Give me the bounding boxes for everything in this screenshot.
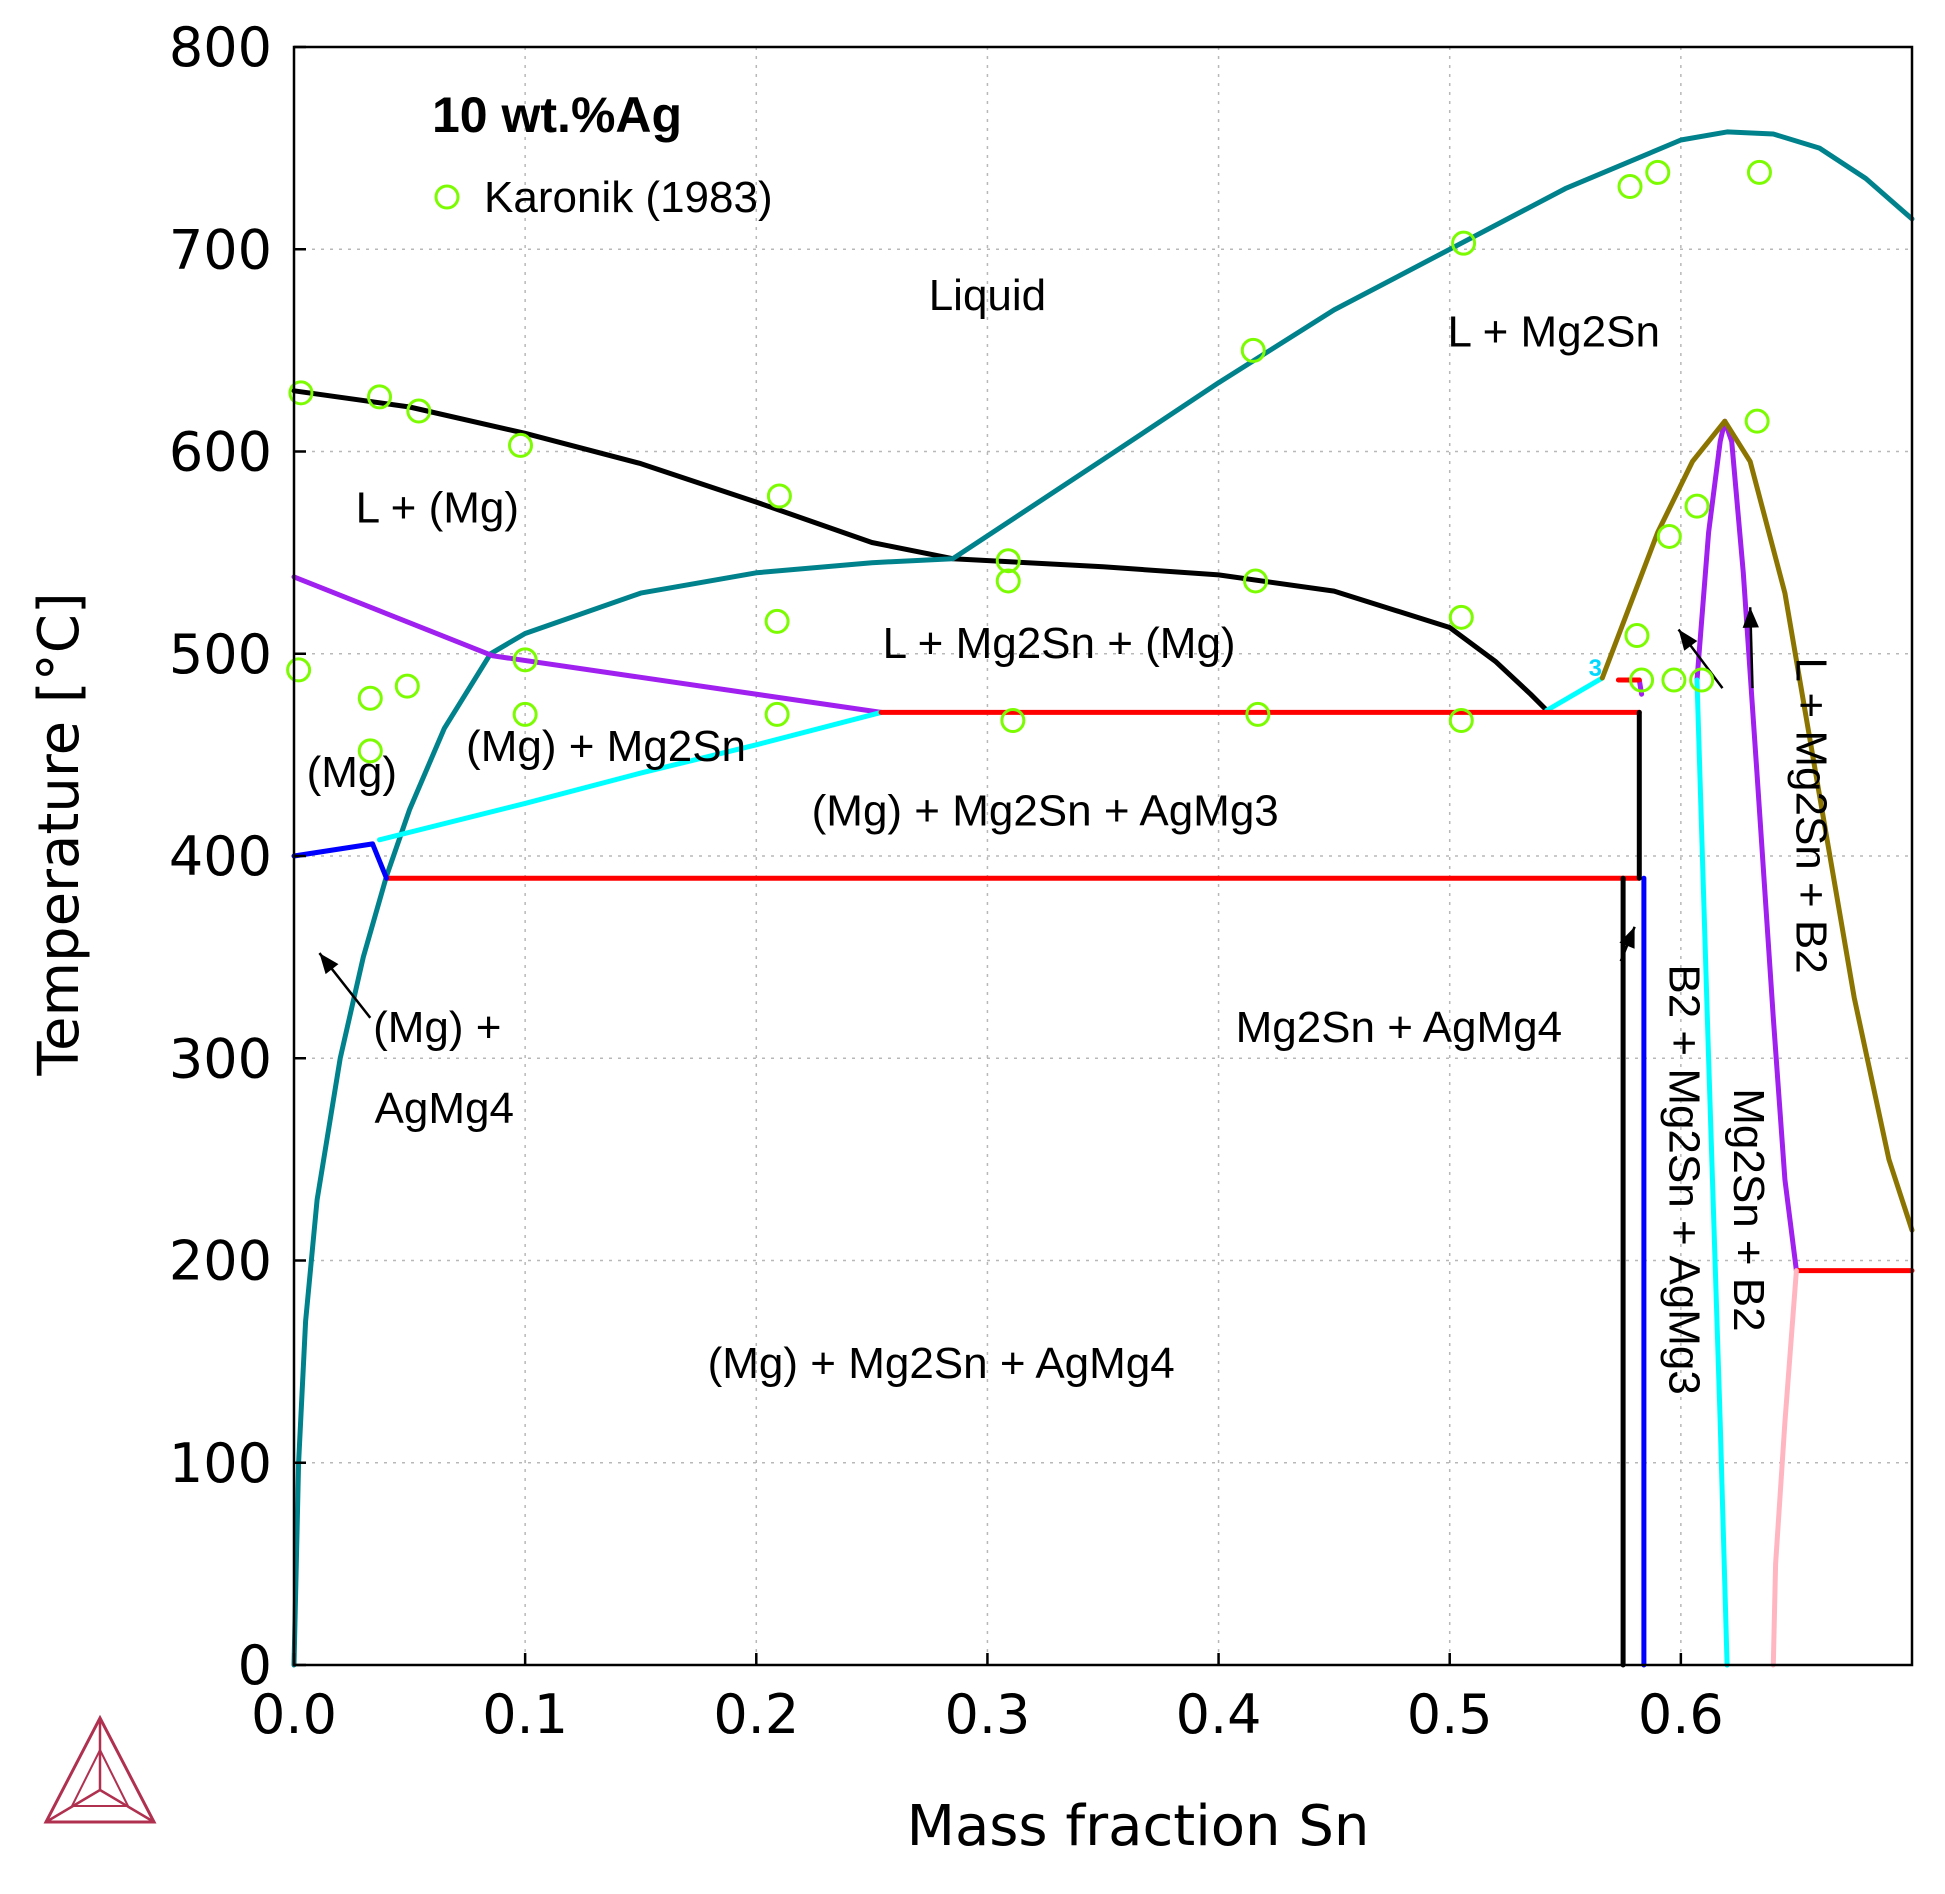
data-point bbox=[1448, 604, 1474, 630]
phase-boundary-line bbox=[1694, 677, 1730, 1668]
y-tick-label: 0 bbox=[238, 1634, 272, 1697]
data-point bbox=[1624, 623, 1650, 649]
x-tick-label: 0.3 bbox=[944, 1683, 1030, 1746]
phase-boundary-line bbox=[950, 129, 1915, 562]
phase-boundary-line bbox=[1694, 418, 1799, 1274]
y-tick-label: 200 bbox=[169, 1230, 272, 1293]
phase-boundary-line bbox=[291, 388, 1550, 713]
data-point bbox=[995, 568, 1021, 594]
phase-boundary-line bbox=[291, 556, 956, 1668]
experimental-points bbox=[286, 159, 1772, 764]
region-label-rotated: B2 + Mg2Sn + AgMg3 bbox=[1659, 964, 1708, 1395]
region-label: (Mg) + Mg2Sn + AgMg4 bbox=[708, 1339, 1175, 1388]
data-point bbox=[286, 657, 312, 683]
data-point bbox=[1746, 159, 1772, 185]
arrow-head-icon bbox=[1619, 926, 1635, 949]
arrow-head-icon bbox=[319, 953, 339, 975]
data-point bbox=[1689, 667, 1715, 693]
phase-boundary-line bbox=[377, 709, 884, 843]
data-point bbox=[1617, 174, 1643, 200]
data-point bbox=[764, 701, 790, 727]
data-point bbox=[512, 647, 538, 673]
x-tick-label: 0.2 bbox=[713, 1683, 799, 1746]
data-point bbox=[394, 673, 420, 699]
phase-boundary-line bbox=[291, 841, 389, 881]
data-point bbox=[1451, 230, 1477, 256]
thermo-calc-logo-icon bbox=[43, 1714, 157, 1824]
data-point bbox=[406, 398, 432, 424]
region-label: (Mg) + Mg2Sn + AgMg3 bbox=[812, 787, 1279, 836]
y-tick-label: 700 bbox=[169, 218, 272, 281]
data-point bbox=[1240, 337, 1266, 363]
data-point bbox=[1243, 568, 1269, 594]
y-tick-label: 100 bbox=[169, 1432, 272, 1495]
axis-ticks: 0.0 0.1 0.2 0.3 0.4 0.5 0.6 0 100 200 300 400 500 600… bbox=[169, 16, 1724, 1746]
legend-marker bbox=[434, 184, 460, 210]
data-point bbox=[1656, 523, 1682, 549]
arrow-head-icon bbox=[1678, 629, 1698, 651]
region-label: L + Mg2Sn + (Mg) bbox=[883, 619, 1236, 668]
data-point bbox=[1661, 667, 1687, 693]
phase-boundary-line bbox=[1544, 675, 1605, 713]
data-point bbox=[766, 483, 792, 509]
y-axis-title: Temperature [°C] bbox=[27, 592, 92, 1076]
data-point bbox=[512, 701, 538, 727]
y-tick-label: 800 bbox=[169, 16, 272, 79]
y-tick-label: 500 bbox=[169, 623, 272, 686]
region-label: L + (Mg) bbox=[356, 483, 519, 532]
x-axis-title: Mass fraction Sn bbox=[907, 1794, 1370, 1859]
x-tick-label: 0.5 bbox=[1407, 1683, 1493, 1746]
region-label: (Mg) + bbox=[373, 1003, 501, 1052]
region-label: AgMg4 bbox=[375, 1084, 514, 1133]
data-point bbox=[1245, 701, 1271, 727]
region-labels: Liquid L + Mg2Sn L + (Mg) L + Mg2Sn + (Mg) (… bbox=[307, 271, 1836, 1395]
plot-frame bbox=[292, 45, 1914, 1667]
legend-title: 10 wt.%Ag bbox=[432, 87, 682, 143]
region-label: 3 bbox=[1589, 655, 1602, 682]
region-label: Liquid bbox=[929, 271, 1046, 320]
data-point bbox=[1448, 707, 1474, 733]
data-point bbox=[508, 432, 534, 458]
phase-boundary-line bbox=[291, 574, 884, 715]
x-tick-label: 0.1 bbox=[482, 1683, 568, 1746]
y-tick-label: 600 bbox=[169, 421, 272, 484]
region-label-rotated: L + Mg2Sn + B2 bbox=[1786, 657, 1835, 973]
region-label: Mg2Sn + AgMg4 bbox=[1236, 1003, 1563, 1052]
arrow-head-icon bbox=[1742, 607, 1759, 628]
phase-boundaries bbox=[291, 129, 1915, 1668]
data-point bbox=[1645, 159, 1671, 185]
data-point bbox=[1000, 707, 1026, 733]
region-label: (Mg) bbox=[307, 748, 397, 797]
gridlines bbox=[293, 46, 1912, 1666]
data-point bbox=[1629, 667, 1655, 693]
y-tick-label: 300 bbox=[169, 1027, 272, 1090]
x-tick-label: 0.4 bbox=[1176, 1683, 1262, 1746]
data-point bbox=[357, 738, 383, 764]
phase-boundary-line bbox=[1599, 418, 1915, 1233]
data-point bbox=[1684, 493, 1710, 519]
x-tick-label: 0.6 bbox=[1638, 1683, 1724, 1746]
data-point bbox=[1744, 408, 1770, 434]
phase-boundary-line bbox=[1770, 1268, 1799, 1668]
data-point bbox=[995, 548, 1021, 574]
region-label-rotated: Mg2Sn + B2 bbox=[1724, 1088, 1773, 1331]
legend-entry: Karonik (1983) bbox=[484, 173, 773, 222]
data-point bbox=[367, 384, 393, 410]
region-label: L + Mg2Sn bbox=[1448, 307, 1660, 356]
region-label: (Mg) + Mg2Sn bbox=[466, 722, 746, 771]
annotation-arrows bbox=[318, 607, 1759, 1019]
x-tick-label: 0.0 bbox=[251, 1683, 337, 1746]
y-tick-label: 400 bbox=[169, 825, 272, 888]
data-point bbox=[764, 608, 790, 634]
data-point bbox=[357, 685, 383, 711]
data-point bbox=[288, 380, 314, 406]
